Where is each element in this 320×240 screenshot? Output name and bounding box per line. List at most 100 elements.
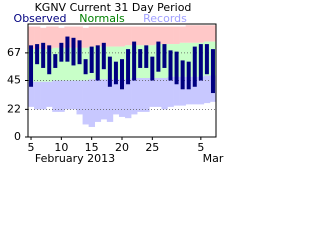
observed-bar — [210, 49, 215, 94]
record-high-band — [106, 26, 114, 47]
record-low-band — [112, 79, 120, 115]
observed-bar — [41, 42, 46, 68]
record-high-band — [100, 26, 108, 47]
normal-band — [185, 42, 193, 77]
record-low-band — [52, 80, 59, 112]
x-tick-label: 5 — [197, 141, 204, 154]
record-low-band — [76, 80, 83, 115]
record-high-band — [58, 27, 65, 48]
y-tick-label: 45 — [7, 74, 21, 87]
record-low-band — [197, 76, 205, 105]
record-high-band — [76, 26, 83, 48]
record-high-band — [94, 26, 102, 47]
normal-band — [34, 49, 41, 82]
record-high-band — [82, 27, 89, 48]
x-tick-label: 10 — [54, 141, 68, 154]
record-low-band — [28, 81, 35, 107]
legend-entry: Observed — [14, 12, 67, 25]
record-high-band — [52, 26, 59, 48]
record-low-band — [161, 77, 168, 110]
record-low-band — [191, 76, 199, 105]
observed-bar — [168, 50, 173, 81]
record-high-band — [70, 26, 77, 48]
record-low-band — [167, 76, 174, 107]
observed-bar — [65, 36, 70, 62]
normal-band — [58, 47, 65, 81]
y-tick-label: 22 — [7, 102, 21, 115]
y-tick-label: 67 — [7, 46, 21, 59]
record-high-band — [149, 26, 156, 46]
record-low-band — [88, 79, 96, 127]
record-high-band — [209, 25, 217, 42]
observed-bar — [126, 49, 131, 85]
record-low-band — [106, 79, 114, 122]
observed-bar — [71, 37, 76, 66]
observed-bar — [204, 44, 209, 75]
observed-bar — [83, 59, 88, 75]
legend-entry: Records — [143, 12, 187, 25]
chart: KGNV Current 31 Day Period February 2013… — [0, 0, 226, 166]
record-low-band — [40, 81, 47, 110]
record-high-band — [173, 26, 180, 45]
record-low-band — [149, 77, 156, 107]
record-high-band — [161, 26, 168, 45]
legend-entry: Normals — [79, 12, 125, 25]
observed-bar — [180, 60, 185, 90]
record-low-band — [58, 80, 65, 112]
record-low-band — [137, 77, 144, 112]
x-axis-end-label: Mar — [203, 152, 224, 165]
record-low-band — [70, 80, 77, 110]
record-low-band — [173, 76, 180, 106]
observed-bar — [77, 40, 82, 65]
observed-bar — [144, 45, 149, 68]
x-tick-label: 25 — [145, 141, 159, 154]
record-high-band — [131, 26, 138, 46]
record-low-band — [155, 77, 162, 107]
record-low-band — [185, 76, 193, 105]
observed-bar — [107, 56, 112, 87]
observed-bar — [132, 41, 137, 81]
observed-bar — [35, 44, 40, 65]
y-tick-label: 0 — [14, 130, 21, 143]
record-high-band — [112, 26, 120, 47]
observed-bar — [198, 44, 203, 81]
record-high-band — [185, 25, 193, 43]
observed-bar — [138, 49, 143, 68]
observed-bar — [101, 42, 106, 70]
observed-bar — [150, 56, 155, 81]
record-high-band — [203, 25, 211, 42]
record-high-band — [125, 26, 132, 46]
observed-bar — [89, 46, 94, 73]
observed-bar — [113, 61, 118, 85]
observed-bar — [53, 54, 58, 68]
record-high-band — [167, 26, 174, 45]
record-low-band — [179, 76, 186, 106]
record-high-band — [40, 27, 47, 50]
observed-bar — [120, 59, 124, 90]
normal-band — [179, 42, 186, 77]
observed-bar — [174, 51, 179, 85]
record-high-band — [137, 26, 144, 46]
record-high-band — [34, 26, 41, 50]
record-high-band — [179, 26, 186, 43]
observed-bar — [156, 41, 161, 72]
record-low-band — [118, 79, 126, 117]
record-low-band — [131, 77, 138, 115]
observed-bar — [192, 46, 197, 87]
x-axis-label: February 2013 — [35, 152, 115, 165]
x-tick-label: 5 — [28, 141, 35, 154]
observed-bar — [95, 45, 100, 81]
record-low-band — [203, 75, 211, 104]
observed-bar — [186, 61, 191, 90]
observed-bar — [29, 45, 34, 87]
record-high-band — [197, 25, 205, 43]
observed-bar — [59, 42, 64, 62]
x-tick-label: 15 — [85, 141, 99, 154]
record-low-band — [100, 79, 108, 120]
observed-bar — [162, 44, 167, 68]
record-low-band — [34, 81, 41, 110]
record-low-band — [94, 79, 102, 122]
chart-title: KGNV Current 31 Day Period — [35, 1, 192, 14]
record-high-band — [191, 25, 199, 43]
record-low-band — [82, 80, 89, 125]
